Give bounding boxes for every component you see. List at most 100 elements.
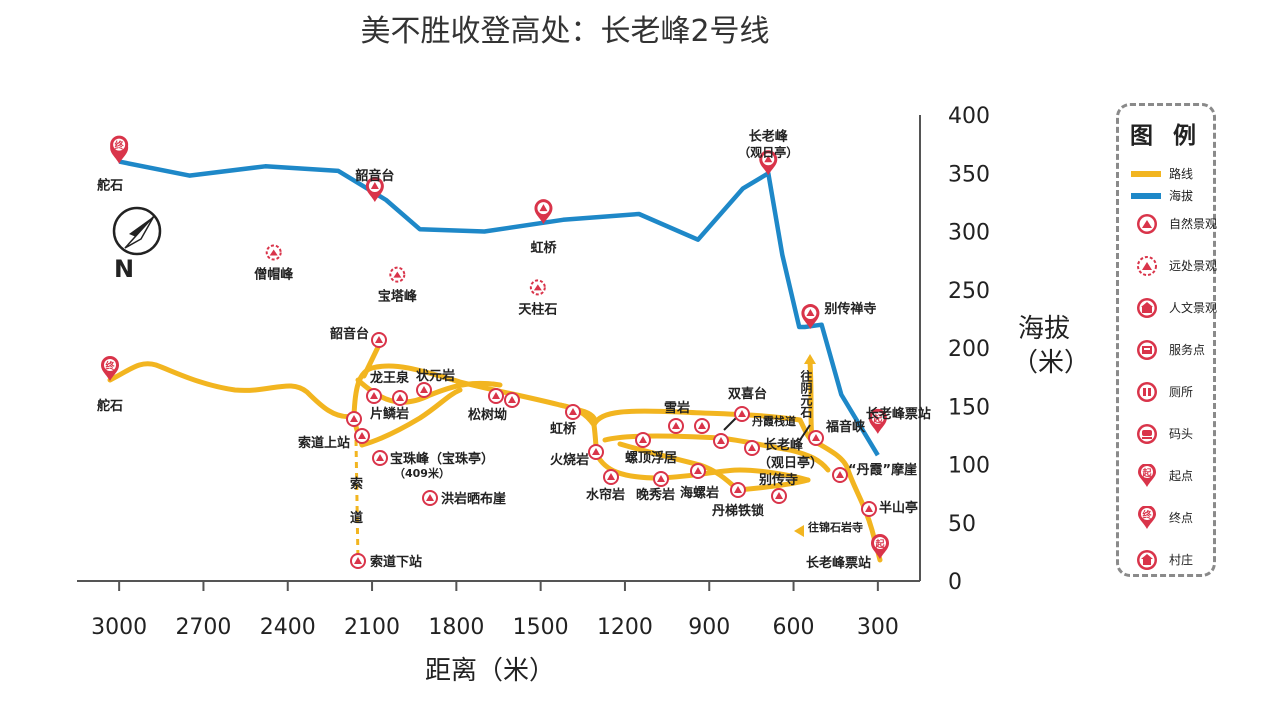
route-poi-icon [668, 418, 684, 434]
legend-item: 路线 [1129, 162, 1213, 186]
route-swatch [1131, 171, 1161, 177]
route-label: 索 [350, 476, 363, 492]
distant-view-icon [529, 279, 546, 296]
elevation-label: 长老峰 [749, 128, 789, 144]
distant-view-icon [389, 266, 406, 283]
route-label: 韶音台 [330, 326, 369, 342]
legend-label: 路线 [1169, 167, 1194, 181]
x-tick-label: 1200 [597, 615, 653, 640]
route-end-pin-icon: 终 [101, 356, 119, 381]
route-label: 双喜台 [728, 386, 767, 402]
y-tick-label: 300 [948, 221, 990, 246]
route-label: 丹霞栈道 [752, 414, 796, 428]
route-poi-icon [808, 430, 824, 446]
legend-label: 服务点 [1169, 343, 1206, 357]
arrow-to-yinyuan-icon [804, 354, 816, 364]
route-poi-icon [588, 444, 604, 460]
y-tick-label: 400 [948, 104, 990, 129]
elevation-marker-nature-icon [365, 177, 384, 203]
compass: N [112, 206, 162, 283]
legend-label: 码头 [1169, 427, 1194, 441]
route-poi-icon [416, 382, 432, 398]
mountain-pin-icon [1137, 214, 1157, 234]
elevation-marker-nature-icon [534, 199, 553, 225]
elevation-marker-nature-icon [801, 304, 820, 330]
x-tick-label: 1500 [513, 615, 569, 640]
route-label: 海螺岩 [680, 485, 719, 501]
svg-text:终: 终 [114, 140, 125, 152]
legend-item: 村庄 [1129, 548, 1213, 572]
route-main-west [107, 361, 357, 420]
elevation-label: 别传禅寺 [823, 301, 876, 317]
y-tick-label: 200 [948, 337, 990, 362]
route-poi-icon [690, 463, 706, 479]
x-ticks: 3000 2700 2400 2100 1800 1500 1200 900 600 300 [91, 581, 899, 640]
legend: 图 例 路线 海拔 自然景观 远处景观 人文景观 服务点 厕所 码头起 起点终 终点 村庄 [1116, 103, 1217, 577]
y-tick-label: 150 [948, 395, 990, 420]
x-tick-label: 2700 [175, 615, 231, 640]
legend-item: 厕所 [1129, 380, 1213, 404]
elevation-label-sub: （观日亭） [738, 144, 798, 159]
start-pin-icon: 起 [1138, 464, 1156, 487]
route-poi-icon [504, 392, 520, 408]
y-ticks: 0 50 100 150 200 250 300 350 400 [948, 104, 990, 595]
x-tick-label: 900 [688, 615, 730, 640]
route-label: 片鳞岩 [370, 406, 409, 422]
route-label: 洪岩晒布崖 [441, 491, 506, 507]
svg-text:终: 终 [1141, 509, 1152, 521]
y-tick-label: 0 [948, 570, 962, 595]
legend-item: 海拔 [1129, 184, 1213, 208]
route-label: （观日亭） [758, 455, 823, 471]
route-poi-icon [371, 332, 387, 348]
elevation-label: 长老峰票站 [866, 406, 931, 422]
route-label: 虹桥 [550, 421, 577, 437]
toilet-icon [1137, 382, 1157, 402]
route-label: 往锦石岩寺 [808, 520, 863, 534]
route-label: 半山亭 [879, 500, 918, 516]
route-poi-icon [653, 471, 669, 487]
elevation-swatch [1131, 193, 1161, 199]
distant-view-icon [265, 244, 282, 261]
x-tick-label: 3000 [91, 615, 147, 640]
route-label: 别传寺 [758, 472, 798, 488]
route-label: （409米） [394, 466, 450, 480]
y-axis-title-line2: （米） [1012, 348, 1091, 378]
legend-label: 起点 [1169, 469, 1194, 483]
compass-needle-dark [129, 216, 154, 239]
distant-view-icon [1137, 256, 1157, 276]
elevation-marker-start-icon: 起 [868, 408, 887, 434]
arrow-to-jinshi-icon [794, 525, 804, 537]
compass-label: N [114, 255, 134, 283]
x-tick-label: 2400 [260, 615, 316, 640]
route-label: 丹梯铁锁 [712, 503, 764, 519]
village-icon [1137, 550, 1157, 570]
route-label: 长老峰 [764, 437, 804, 453]
y-tick-label: 50 [948, 512, 976, 537]
y-tick-label: 350 [948, 162, 990, 187]
pier-icon [1137, 424, 1157, 444]
route-label: 索道上站 [298, 435, 350, 451]
legend-label: 人文景观 [1169, 301, 1218, 315]
legend-item: 远处景观 [1129, 254, 1217, 278]
route-poi-icon [694, 418, 710, 434]
svg-text:起: 起 [1141, 467, 1152, 479]
route-poi-icon [744, 440, 760, 456]
legend-item: 服务点 [1129, 338, 1213, 362]
end-pin-icon: 终 [1138, 506, 1156, 529]
legend-item: 人文景观 [1129, 296, 1217, 320]
route-poi-icon [392, 390, 408, 406]
legend-title: 图 例 [1129, 123, 1202, 149]
route-label: 松树坳 [468, 407, 507, 423]
service-icon [1137, 340, 1157, 360]
distant-view-label: 宝塔峰 [378, 289, 418, 305]
route-poi-icon [730, 482, 746, 498]
legend-item: 自然景观 [1129, 212, 1217, 236]
route-poi-icon [354, 428, 370, 444]
elevation-label: 韶音台 [355, 168, 394, 184]
legend-label: 厕所 [1169, 385, 1194, 399]
legend-label: 村庄 [1169, 553, 1194, 567]
x-axis-title: 距离（米） [424, 656, 555, 686]
fuyin-line [799, 424, 811, 441]
